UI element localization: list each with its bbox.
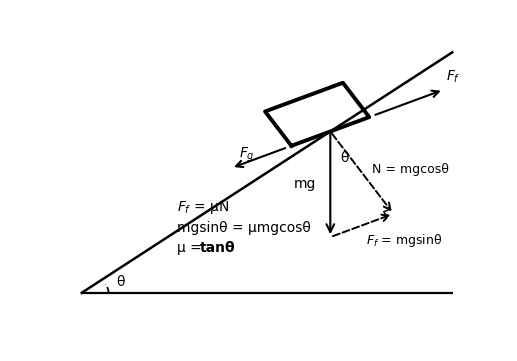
Text: μ =: μ =	[177, 240, 206, 255]
Text: mg: mg	[294, 177, 316, 191]
Text: $F_f$: $F_f$	[446, 68, 460, 85]
Text: tanθ: tanθ	[200, 240, 236, 255]
Text: $F_f$ = μN: $F_f$ = μN	[177, 199, 229, 216]
Text: N = mgcosθ: N = mgcosθ	[372, 164, 449, 177]
Text: $F_f$ = mgsinθ: $F_f$ = mgsinθ	[366, 232, 442, 249]
Text: θ: θ	[340, 151, 349, 165]
Text: θ: θ	[117, 275, 125, 289]
Text: mgsinθ = μmgcosθ: mgsinθ = μmgcosθ	[177, 221, 311, 235]
Text: $F_g$: $F_g$	[239, 145, 255, 164]
